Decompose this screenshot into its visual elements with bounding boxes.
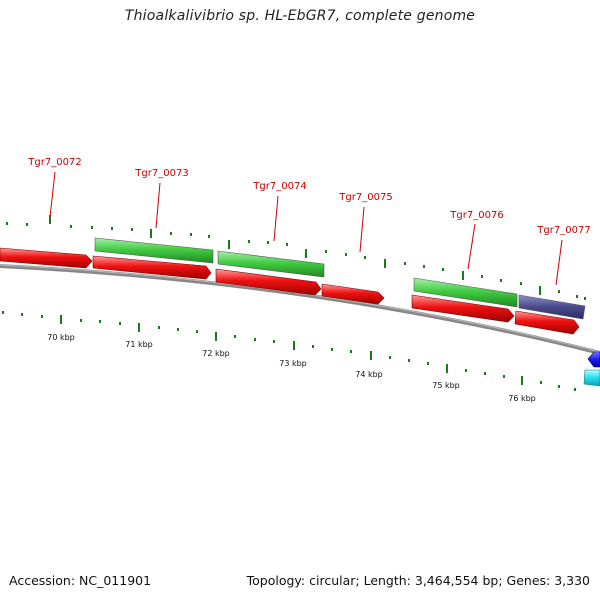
gene-feature-tgr7-0073[interactable] [92, 255, 212, 280]
gene-label-tgr7-0075[interactable]: Tgr7_0075 [338, 192, 392, 203]
gene-feature-tgr7-0076[interactable] [411, 294, 515, 323]
gene-labels: Tgr7_0072 Tgr7_0073 Tgr7_0074 Tgr7_0075 … [27, 157, 590, 236]
blue-feature-edge[interactable] [587, 351, 600, 368]
genome-backbone [0, 264, 600, 355]
gene-feature-tgr7-0073-forward[interactable] [94, 237, 214, 264]
scale-label: 72 kbp [202, 349, 230, 358]
genome-summary-text: Topology: circular; Length: 3,464,554 bp… [246, 573, 590, 588]
gene-feature-tgr7-0075[interactable] [321, 283, 385, 305]
scale-label: 70 kbp [47, 333, 75, 342]
gene-feature-tgr7-0072[interactable] [0, 247, 93, 269]
scale-label: 73 kbp [279, 359, 307, 368]
forward-strand-features [94, 237, 586, 320]
reverse-strand-features [0, 247, 580, 335]
scale-label: 74 kbp [355, 370, 383, 379]
gene-label-tgr7-0077[interactable]: Tgr7_0077 [536, 225, 590, 236]
gene-feature-tgr7-0074-forward[interactable] [217, 250, 325, 278]
gene-feature-tgr7-0077-rna[interactable] [518, 294, 586, 320]
scale-labels: 70 kbp 71 kbp 72 kbp 73 kbp 74 kbp 75 kb… [47, 333, 536, 403]
gene-feature-tgr7-0076-forward[interactable] [413, 277, 518, 308]
map-title: Thioalkalivibrio sp. HL-EbGR7, complete … [124, 8, 476, 24]
accession-text: Accession: NC_011901 [9, 573, 152, 588]
gene-feature-tgr7-0077[interactable] [514, 310, 580, 335]
gene-label-tgr7-0074[interactable]: Tgr7_0074 [252, 181, 306, 192]
cyan-feature-edge[interactable] [583, 369, 600, 387]
scale-label: 76 kbp [508, 394, 536, 403]
gene-label-tgr7-0072[interactable]: Tgr7_0072 [27, 157, 81, 168]
genome-backbone-highlight [0, 264, 600, 353]
gene-label-tgr7-0073[interactable]: Tgr7_0073 [134, 168, 188, 179]
lower-tick-track [2, 311, 576, 391]
label-leader-lines [49, 171, 563, 286]
gene-feature-tgr7-0074[interactable] [215, 268, 322, 296]
gene-label-tgr7-0076[interactable]: Tgr7_0076 [449, 210, 503, 221]
scale-label: 71 kbp [125, 340, 153, 349]
upper-tick-track [6, 215, 586, 300]
scale-label: 75 kbp [432, 381, 460, 390]
